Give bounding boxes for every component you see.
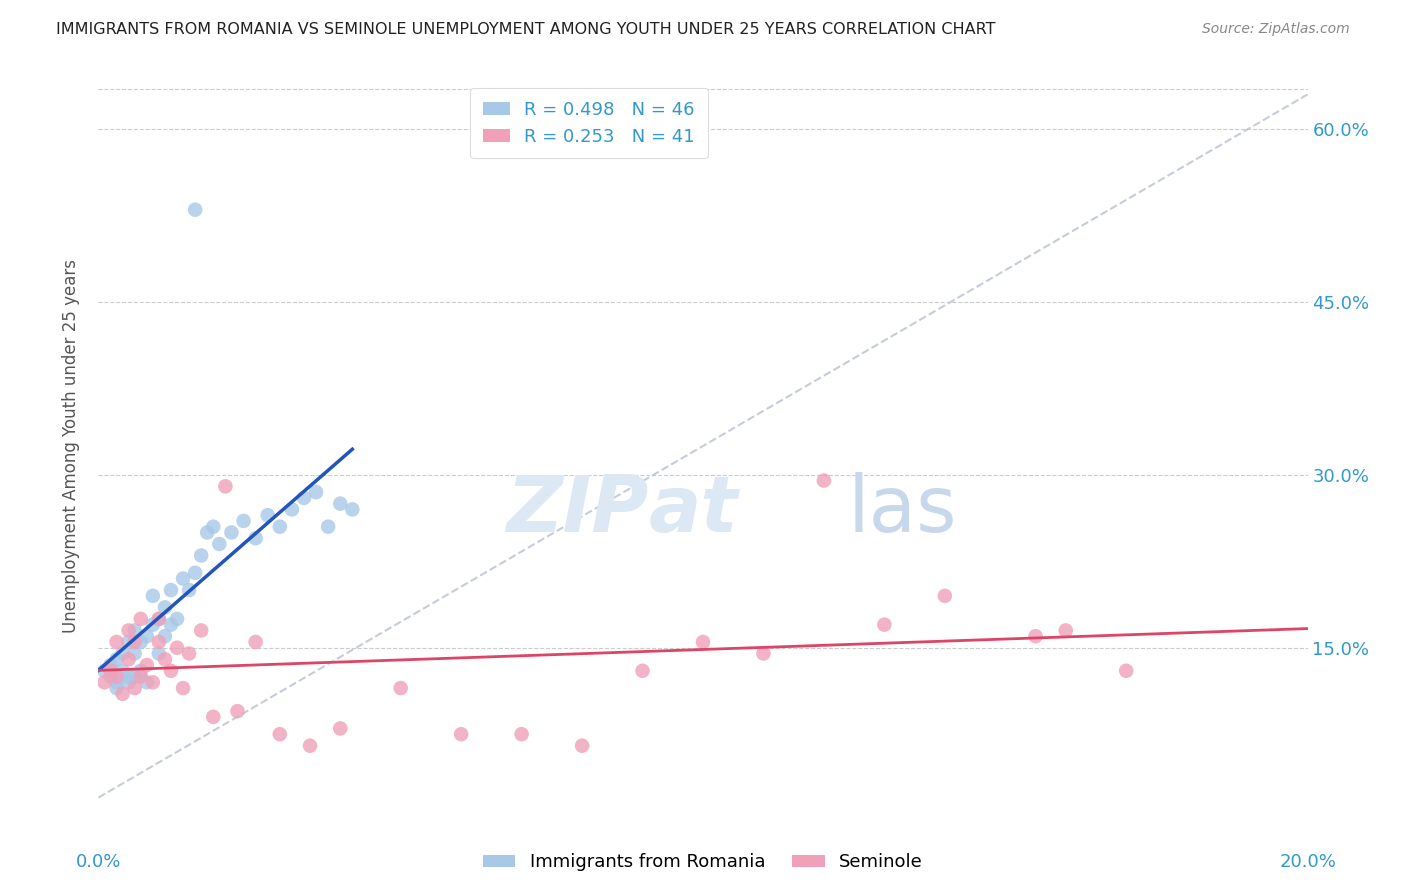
Point (184, 566, 207, 580)
Point (166, 640, 188, 655)
Point (124, 624, 146, 638)
Point (269, 727, 291, 741)
Point (450, 727, 472, 741)
Point (160, 617, 183, 632)
Point (153, 629, 176, 643)
Point (329, 722, 352, 736)
Point (202, 710, 225, 724)
Point (118, 624, 141, 638)
Point (148, 612, 170, 626)
Point (221, 525, 243, 540)
Point (316, 519, 339, 533)
Point (172, 681, 194, 695)
Point (1054, 624, 1077, 638)
Point (118, 635, 141, 649)
Point (111, 664, 134, 678)
Point (292, 491, 315, 505)
Point (226, 704, 249, 718)
Point (172, 572, 194, 586)
Point (148, 647, 170, 661)
Point (124, 681, 146, 695)
Point (129, 612, 152, 626)
Point (118, 669, 141, 683)
Point (190, 624, 212, 638)
Text: Source: ZipAtlas.com: Source: ZipAtlas.com (1202, 22, 1350, 37)
Point (124, 669, 146, 683)
Point (105, 652, 128, 666)
Point (190, 549, 212, 563)
Point (153, 600, 176, 615)
Point (129, 669, 152, 683)
Point (129, 664, 152, 678)
Point (124, 635, 146, 649)
Point (93, 664, 115, 678)
Legend: Immigrants from Romania, Seminole: Immigrants from Romania, Seminole (475, 847, 931, 879)
Point (105, 635, 128, 649)
Point (305, 485, 328, 500)
Point (631, 664, 654, 678)
Point (184, 202, 207, 217)
Point (93, 675, 115, 690)
Point (105, 669, 128, 683)
Point (245, 531, 267, 545)
Point (571, 739, 593, 753)
Point (105, 681, 128, 695)
Point (195, 525, 218, 540)
Point (100, 669, 122, 683)
Legend: R = 0.498   N = 46, R = 0.253   N = 41: R = 0.498 N = 46, R = 0.253 N = 41 (470, 88, 707, 158)
Text: las: las (848, 472, 957, 548)
Point (389, 681, 412, 695)
Point (118, 675, 141, 690)
Point (281, 502, 304, 516)
Point (692, 635, 714, 649)
Point (299, 739, 322, 753)
Point (100, 658, 122, 673)
Point (148, 635, 170, 649)
Text: 0.0%: 0.0% (76, 853, 121, 871)
Point (142, 675, 165, 690)
Point (232, 514, 254, 528)
Point (245, 635, 267, 649)
Point (1115, 664, 1137, 678)
Point (269, 519, 291, 533)
Point (160, 583, 183, 598)
Point (135, 658, 157, 673)
Point (124, 647, 146, 661)
Point (329, 497, 352, 511)
Point (934, 589, 956, 603)
Point (100, 664, 122, 678)
Text: IMMIGRANTS FROM ROMANIA VS SEMINOLE UNEMPLOYMENT AMONG YOUTH UNDER 25 YEARS CORR: IMMIGRANTS FROM ROMANIA VS SEMINOLE UNEM… (56, 22, 995, 37)
Y-axis label: Unemployment Among Youth under 25 years: Unemployment Among Youth under 25 years (62, 259, 80, 633)
Point (1024, 629, 1046, 643)
Point (118, 652, 141, 666)
Text: at: at (648, 472, 738, 548)
Point (129, 635, 152, 649)
Point (873, 617, 896, 632)
Point (142, 589, 165, 603)
Point (148, 612, 170, 626)
Point (256, 508, 278, 523)
Point (135, 675, 157, 690)
Point (111, 647, 134, 661)
Point (105, 675, 128, 690)
Point (179, 647, 201, 661)
Text: 20.0%: 20.0% (1279, 853, 1336, 871)
Point (142, 617, 165, 632)
Point (813, 474, 835, 488)
Point (160, 664, 183, 678)
Point (153, 652, 176, 666)
Point (135, 629, 157, 643)
Point (510, 727, 533, 741)
Point (179, 583, 201, 598)
Point (202, 519, 225, 533)
Point (342, 502, 364, 516)
Point (752, 647, 775, 661)
Point (111, 687, 134, 701)
Point (208, 537, 231, 551)
Point (166, 612, 188, 626)
Text: ZIP: ZIP (506, 472, 648, 548)
Point (214, 479, 236, 493)
